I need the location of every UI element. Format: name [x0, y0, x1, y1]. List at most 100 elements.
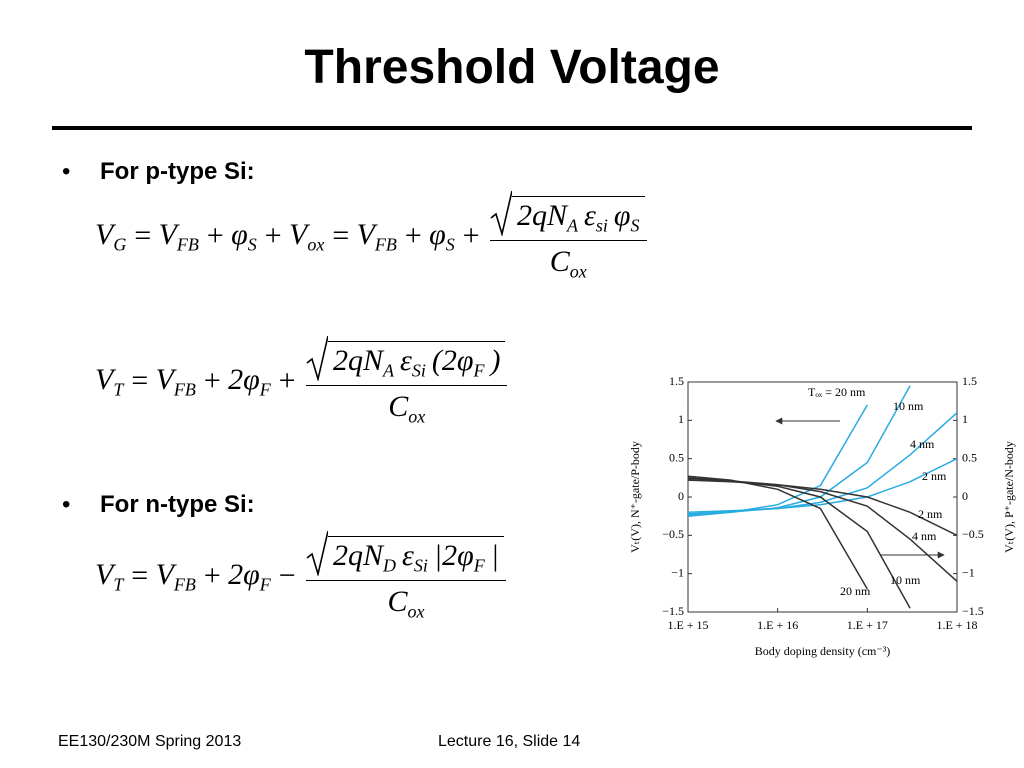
math-base: | — [490, 538, 499, 572]
series-line — [688, 404, 868, 517]
math-base: 2φ — [228, 557, 260, 591]
math-base: 2qN — [333, 538, 384, 572]
math-base: V — [155, 557, 174, 591]
math-base: = — [330, 219, 351, 253]
annotation: Tₒₓ = 20 nm — [808, 385, 866, 399]
math-base: 2qN — [333, 343, 384, 377]
math-token: + — [263, 219, 283, 253]
math-base: ) — [490, 343, 501, 377]
y-tick-label: 0.5 — [669, 450, 684, 464]
math-base: V — [95, 557, 114, 591]
math-subscript: F — [259, 378, 271, 399]
math-base: + — [262, 219, 284, 253]
x-axis-label: Body doping density (cm⁻³) — [755, 644, 891, 658]
numerator: 2qNA εSi (2φF) — [306, 335, 508, 386]
math-base: 2φ — [228, 362, 260, 396]
math-base: φ — [429, 217, 446, 251]
math-token: 2qNA — [333, 343, 395, 380]
math-token: εSi — [400, 343, 426, 380]
math-base: (2φ — [431, 343, 474, 377]
math-subscript: A — [383, 360, 395, 380]
fraction: 2qND εSi |2φF | Cox — [306, 530, 506, 622]
math-base: + — [402, 219, 424, 253]
math-base: C — [388, 390, 409, 423]
radicand: 2qNA εSi (2φF) — [328, 340, 506, 381]
math-subscript: FB — [176, 233, 199, 254]
math-token: = — [129, 364, 149, 398]
math-subscript: ox — [408, 406, 426, 427]
fraction: 2qNA εSi (2φF) Cox — [306, 335, 508, 427]
slide-title: Threshold Voltage — [304, 41, 720, 94]
math-base: φ — [613, 198, 631, 232]
math-subscript: ox — [569, 261, 587, 282]
math-base: V — [155, 362, 174, 396]
radicand: 2qND εSi |2φF | — [328, 535, 504, 576]
math-subscript: FB — [173, 573, 196, 594]
x-tick-label: 1.E + 18 — [936, 618, 977, 632]
math-token: Cox — [550, 245, 587, 282]
series-label: 4 nm — [912, 529, 937, 543]
math-subscript: T — [113, 378, 124, 399]
math-token: 2qND — [333, 538, 397, 575]
math-subscript: T — [113, 573, 124, 594]
math-subscript: D — [383, 555, 397, 575]
math-base: V — [158, 217, 177, 251]
x-tick-label: 1.E + 17 — [847, 618, 888, 632]
math-token: ) — [490, 344, 500, 377]
radical-sign — [306, 530, 329, 576]
series-label: 2 nm — [918, 507, 943, 521]
math-token: + — [202, 559, 222, 593]
math-token: φS — [429, 218, 455, 255]
math-base: + — [201, 364, 223, 398]
math-token: Cox — [388, 585, 425, 622]
math-base: + — [460, 219, 482, 253]
math-token: VFB — [156, 558, 196, 595]
y2-tick-label: 1 — [962, 412, 968, 426]
bullet-dot: • — [62, 491, 71, 518]
math-token: + — [277, 364, 297, 398]
math-token: + — [461, 219, 481, 253]
math-subscript: S — [445, 233, 455, 254]
math-token: = — [330, 219, 350, 253]
math-token: VG — [95, 218, 126, 255]
series-line — [688, 475, 868, 590]
denominator: Cox — [385, 386, 428, 427]
math-subscript: Si — [413, 555, 428, 575]
math-token: Cox — [388, 390, 426, 427]
math-base: ε — [400, 343, 412, 377]
series-label: 2 nm — [922, 469, 947, 483]
math-subscript: FB — [173, 378, 196, 399]
math-subscript: F — [473, 555, 485, 575]
math-token: − — [277, 559, 297, 593]
footer-right: Lecture 16, Slide 14 — [438, 733, 581, 750]
series-line — [688, 412, 957, 515]
math-base: φ — [231, 217, 248, 251]
bullet: For n-type Si: — [100, 491, 255, 518]
math-base: = — [129, 559, 150, 593]
math-token: + — [403, 219, 423, 253]
title-rule — [52, 126, 972, 130]
math-subscript: S — [630, 215, 640, 235]
math-subscript: G — [113, 233, 127, 254]
math-base: − — [276, 559, 298, 593]
math-base: + — [276, 364, 298, 398]
y2-tick-label: 0 — [962, 489, 968, 503]
math-token: VT — [95, 558, 123, 595]
math-subscript: ox — [407, 601, 425, 622]
y-axis-label: Vₜ(V), N⁺-gate/P-body — [628, 441, 642, 553]
y2-tick-label: 0.5 — [962, 450, 977, 464]
y2-tick-label: −1 — [962, 565, 975, 579]
x-tick-label: 1.E + 16 — [757, 618, 798, 632]
y2-tick-label: −0.5 — [962, 527, 984, 541]
math-token: 2qNA — [517, 199, 578, 235]
y-tick-label: 0 — [678, 489, 684, 503]
series-line — [688, 385, 911, 517]
math-token: (2φF — [431, 343, 485, 380]
math-base: = — [129, 364, 150, 398]
equation: VT = VFB +2φF −2qND εSi |2φF | Cox — [92, 530, 506, 622]
radicand: 2qNA εsi φS — [512, 195, 645, 236]
series-label: 10 nm — [893, 399, 924, 413]
math-token: 2φF — [228, 363, 271, 400]
equation: VG = VFB + φS + Vox = VFB + φS +2qNA εsi φS Cox — [92, 190, 647, 282]
